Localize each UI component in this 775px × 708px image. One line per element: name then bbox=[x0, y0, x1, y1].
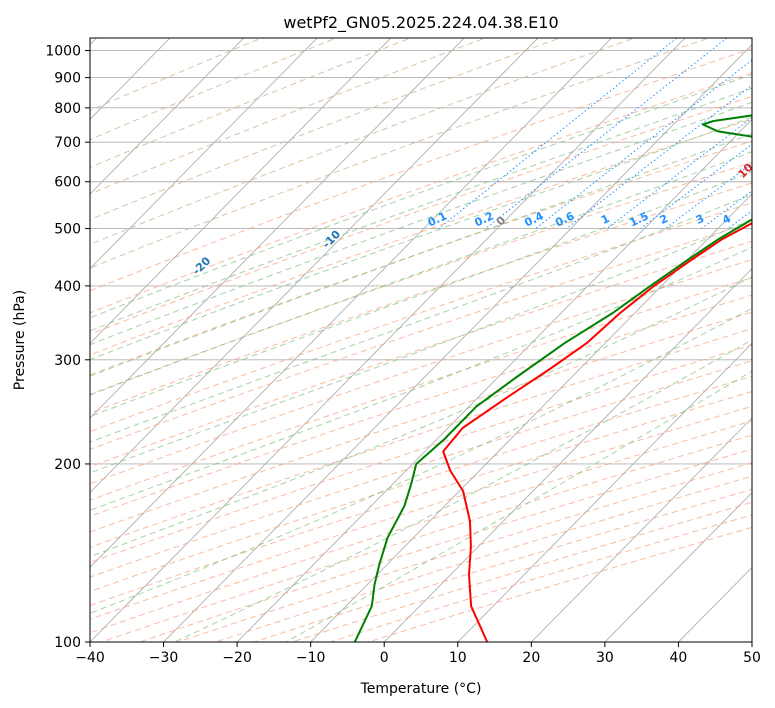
mixing-ratio-line bbox=[535, 59, 752, 229]
x-axis-label: Temperature (°C) bbox=[360, 681, 482, 697]
x-tick-label: 10 bbox=[449, 650, 467, 666]
dry-adiabat-line bbox=[90, 95, 752, 335]
isotherm-line bbox=[383, 268, 752, 642]
x-axis-ticks: −40 −30 −20 −10 0 10 20 30 40 50 bbox=[75, 642, 761, 666]
x-tick-label: 30 bbox=[596, 650, 614, 666]
moist-adiabat-line bbox=[90, 171, 752, 418]
x-tick-label: 50 bbox=[743, 650, 761, 666]
isotherm-line bbox=[236, 118, 752, 642]
pressure-gridlines bbox=[90, 50, 752, 642]
y-tick-label: 300 bbox=[54, 353, 81, 369]
isotherm-line bbox=[457, 342, 752, 642]
moist-adiabat-line bbox=[90, 87, 752, 332]
dry-adiabat-line bbox=[90, 38, 562, 221]
dry-adiabat-line bbox=[90, 38, 487, 195]
dry-adiabat-line bbox=[90, 277, 752, 501]
dry-adiabat-line bbox=[90, 390, 752, 607]
x-tick-label: 40 bbox=[670, 650, 688, 666]
dry-adiabat-line bbox=[90, 259, 752, 485]
isotherm-line bbox=[90, 38, 686, 642]
x-tick-label: 0 bbox=[380, 650, 389, 666]
mixing-ratio-line bbox=[485, 38, 728, 229]
chart-title: wetPf2_GN05.2025.224.04.38.E10 bbox=[283, 13, 558, 33]
isotherm-line bbox=[90, 38, 318, 270]
dry-adiabat-line bbox=[90, 72, 752, 314]
isotherm-line bbox=[530, 417, 752, 642]
dry-adiabat-line bbox=[90, 360, 752, 578]
y-tick-label: 500 bbox=[54, 222, 81, 238]
dry-adiabat-line bbox=[90, 48, 752, 292]
dry-adiabat-line bbox=[90, 182, 752, 414]
dewpoint-line bbox=[353, 114, 752, 642]
y-axis-ticks: 100 200 300 400 500 600 700 800 900 1000 bbox=[45, 44, 90, 651]
isotherm-line bbox=[90, 38, 392, 344]
dry-adiabat-line bbox=[90, 221, 752, 450]
isotherm-line bbox=[90, 38, 539, 494]
y-tick-label: 400 bbox=[54, 279, 81, 295]
isotherm-line bbox=[604, 492, 752, 642]
isotherm-line bbox=[90, 38, 465, 419]
plot-frame bbox=[89, 37, 753, 643]
moist-adiabat-line bbox=[90, 74, 752, 319]
x-tick-label: −30 bbox=[149, 650, 179, 666]
moist-adiabat-line bbox=[90, 151, 752, 396]
series-layer bbox=[353, 114, 752, 642]
moist-adiabat-line bbox=[285, 370, 752, 642]
y-tick-label: 100 bbox=[54, 635, 81, 651]
temperature-line bbox=[442, 222, 752, 642]
y-tick-label: 700 bbox=[54, 135, 81, 151]
y-tick-label: 800 bbox=[54, 101, 81, 117]
x-tick-label: −40 bbox=[75, 650, 105, 666]
y-tick-label: 900 bbox=[54, 71, 81, 87]
isotherm-line bbox=[90, 38, 245, 195]
isotherm-line bbox=[310, 193, 752, 642]
moist-adiabat-line bbox=[90, 307, 752, 614]
moist-adiabat-line bbox=[90, 193, 752, 443]
dry-adiabat-line bbox=[90, 38, 338, 141]
mixing-ratio-line bbox=[640, 143, 752, 229]
mixing-ratio-line bbox=[565, 84, 752, 229]
mixing-ratio-lines bbox=[438, 38, 752, 230]
y-tick-label: 200 bbox=[54, 457, 81, 473]
isotherm-line bbox=[90, 38, 613, 569]
x-tick-label: −20 bbox=[222, 650, 252, 666]
dry-adiabat-line bbox=[90, 38, 636, 245]
moist-adiabat-line bbox=[90, 101, 752, 346]
moist-adiabat-line bbox=[174, 339, 752, 642]
y-tick-label: 1000 bbox=[45, 44, 81, 60]
x-tick-label: 20 bbox=[522, 650, 540, 666]
dry-adiabat-line bbox=[90, 140, 752, 376]
x-tick-label: −10 bbox=[296, 650, 326, 666]
dry-adiabat-line bbox=[90, 118, 752, 356]
dry-adiabat-line bbox=[90, 311, 752, 533]
dry-adiabat-line bbox=[90, 38, 413, 168]
y-tick-label: 600 bbox=[54, 175, 81, 191]
moist-adiabat-curves bbox=[90, 74, 752, 642]
y-axis-label: Pressure (hPa) bbox=[12, 290, 28, 390]
